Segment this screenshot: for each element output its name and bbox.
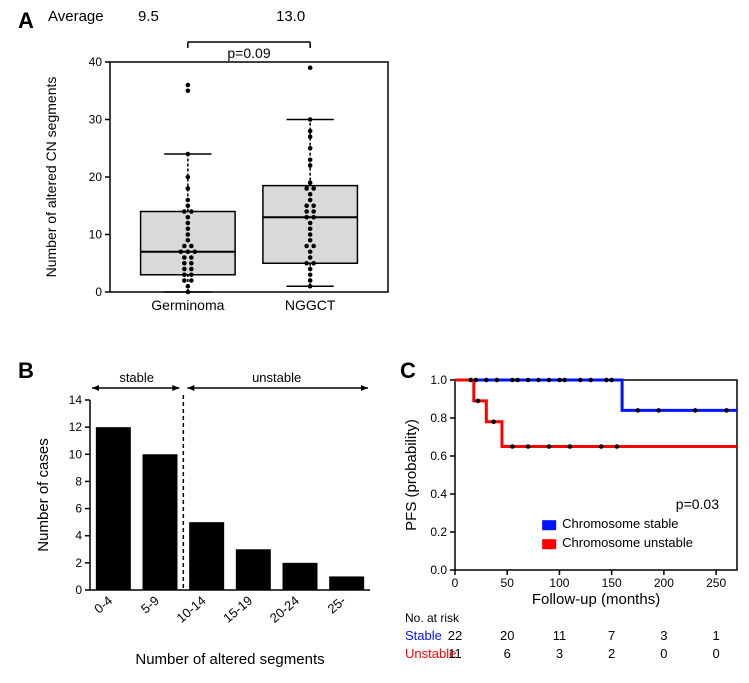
svg-text:14: 14 <box>69 393 83 407</box>
svg-text:Chromosome stable: Chromosome stable <box>562 516 678 531</box>
svg-text:unstable: unstable <box>252 370 301 385</box>
svg-text:50: 50 <box>501 576 515 590</box>
svg-text:Follow-up (months): Follow-up (months) <box>532 591 660 608</box>
avg2: 13.0 <box>276 8 305 25</box>
svg-text:2: 2 <box>608 646 615 661</box>
svg-text:150: 150 <box>602 576 622 590</box>
svg-text:20-24: 20-24 <box>267 593 302 626</box>
panel-a-label: A <box>18 8 34 34</box>
svg-text:0.8: 0.8 <box>430 411 447 425</box>
svg-text:11: 11 <box>553 628 567 643</box>
svg-text:0: 0 <box>712 646 719 661</box>
avg1: 9.5 <box>138 8 159 25</box>
svg-text:25-: 25- <box>325 593 349 617</box>
svg-text:No. at risk: No. at risk <box>405 611 460 625</box>
svg-text:2: 2 <box>75 556 82 570</box>
svg-text:7: 7 <box>608 628 615 643</box>
svg-text:6: 6 <box>504 646 511 661</box>
svg-text:3: 3 <box>556 646 563 661</box>
panel-a-container: Average 9.5 13.0 p=0.09 0 10 20 30 40 Number o… <box>38 8 408 332</box>
svg-text:Chromosome unstable: Chromosome unstable <box>562 535 693 550</box>
svg-text:10: 10 <box>89 228 103 242</box>
svg-text:8: 8 <box>75 474 82 488</box>
svg-text:0: 0 <box>95 285 102 299</box>
svg-text:6: 6 <box>75 502 82 516</box>
panel-a-plot: p=0.09 0 10 20 30 40 Number of altered CN segm… <box>38 32 408 332</box>
svg-text:0.4: 0.4 <box>430 487 447 501</box>
svg-text:20: 20 <box>89 170 103 184</box>
svg-text:4: 4 <box>75 529 82 543</box>
svg-text:Stable: Stable <box>405 628 442 643</box>
svg-text:10-14: 10-14 <box>173 593 208 626</box>
svg-text:0: 0 <box>660 646 667 661</box>
panel-c-container: 0.00.20.40.60.81.0050100150200250p=0.03C… <box>400 370 745 670</box>
avg-label: Average <box>48 8 104 25</box>
svg-text:0.6: 0.6 <box>430 449 447 463</box>
svg-text:Number of cases: Number of cases <box>35 438 52 551</box>
svg-text:100: 100 <box>549 576 569 590</box>
svg-text:0.2: 0.2 <box>430 525 447 539</box>
svg-text:40: 40 <box>89 55 103 69</box>
svg-text:3: 3 <box>660 628 667 643</box>
svg-text:30: 30 <box>89 113 103 127</box>
svg-text:11: 11 <box>448 646 462 661</box>
panel-c-plot: 0.00.20.40.60.81.0050100150200250p=0.03C… <box>400 370 745 670</box>
svg-text:stable: stable <box>119 370 154 385</box>
svg-text:20: 20 <box>500 628 514 643</box>
svg-text:NGGCT: NGGCT <box>285 297 336 313</box>
svg-text:p=0.03: p=0.03 <box>676 496 719 512</box>
svg-text:250: 250 <box>706 576 726 590</box>
svg-text:Germinoma: Germinoma <box>151 297 224 313</box>
svg-text:200: 200 <box>654 576 674 590</box>
svg-text:0-4: 0-4 <box>91 593 115 617</box>
svg-text:p=0.09: p=0.09 <box>227 45 270 61</box>
svg-text:10: 10 <box>69 447 83 461</box>
svg-text:0: 0 <box>452 576 459 590</box>
panel-b-plot: stable unstable 0 2 4 6 8 10 12 14 0-4 5-9 10-14 15-1… <box>30 370 380 670</box>
svg-text:12: 12 <box>69 420 83 434</box>
svg-text:0.0: 0.0 <box>430 563 447 577</box>
svg-text:15-19: 15-19 <box>220 593 255 626</box>
svg-text:1: 1 <box>712 628 719 643</box>
svg-text:22: 22 <box>448 628 462 643</box>
svg-text:Number of altered segments: Number of altered segments <box>135 651 324 668</box>
svg-text:Number of altered CN segments: Number of altered CN segments <box>43 77 59 278</box>
panel-b-container: stable unstable 0 2 4 6 8 10 12 14 0-4 5-9 10-14 15-1… <box>30 370 380 670</box>
svg-text:PFS (probability): PFS (probability) <box>403 419 420 531</box>
svg-text:1.0: 1.0 <box>430 373 447 387</box>
svg-text:0: 0 <box>75 583 82 597</box>
svg-text:5-9: 5-9 <box>138 593 162 617</box>
